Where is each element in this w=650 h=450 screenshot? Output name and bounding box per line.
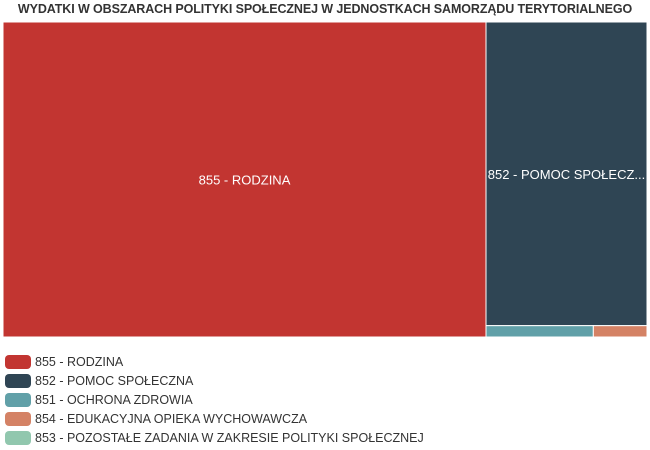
legend-swatch <box>5 392 31 407</box>
treemap-tile-label-1: 852 - POMOC SPOŁECZ... <box>488 167 646 182</box>
legend-item-0[interactable]: 855 - RODZINA <box>5 352 424 371</box>
treemap-tile-2[interactable] <box>485 325 594 338</box>
treemap-tile-3[interactable] <box>592 325 648 338</box>
legend-swatch <box>5 373 31 388</box>
legend-label: 851 - OCHRONA ZDROWIA <box>35 392 193 407</box>
legend-label: 854 - EDUKACYJNA OPIEKA WYCHOWAWCZA <box>35 411 308 426</box>
legend[interactable]: 855 - RODZINA 852 - POMOC SPOŁECZNA 851 - … <box>5 352 424 447</box>
legend-item-1[interactable]: 852 - POMOC SPOŁECZNA <box>5 371 424 390</box>
legend-item-2[interactable]: 851 - OCHRONA ZDROWIA <box>5 390 424 409</box>
legend-label: 852 - POMOC SPOŁECZNA <box>35 373 194 388</box>
chart-title: WYDATKI W OBSZARACH POLITYKI SPOŁECZNEJ … <box>17 2 633 16</box>
legend-swatch <box>5 430 31 445</box>
treemap-tile-label-0: 855 - RODZINA <box>199 173 291 188</box>
legend-item-3[interactable]: 854 - EDUKACYJNA OPIEKA WYCHOWAWCZA <box>5 409 424 428</box>
legend-swatch <box>5 354 31 369</box>
legend-label: 855 - RODZINA <box>35 354 124 369</box>
legend-label: 853 - POZOSTAŁE ZADANIA W ZAKRESIE POLIT… <box>35 430 424 445</box>
legend-item-4[interactable]: 853 - POZOSTAŁE ZADANIA W ZAKRESIE POLIT… <box>5 428 424 447</box>
treemap-tile-1[interactable] <box>485 21 648 327</box>
legend-swatch <box>5 411 31 426</box>
treemap-chart[interactable]: 855 - RODZINA 852 - POMOC SPOŁECZ... <box>0 0 650 345</box>
